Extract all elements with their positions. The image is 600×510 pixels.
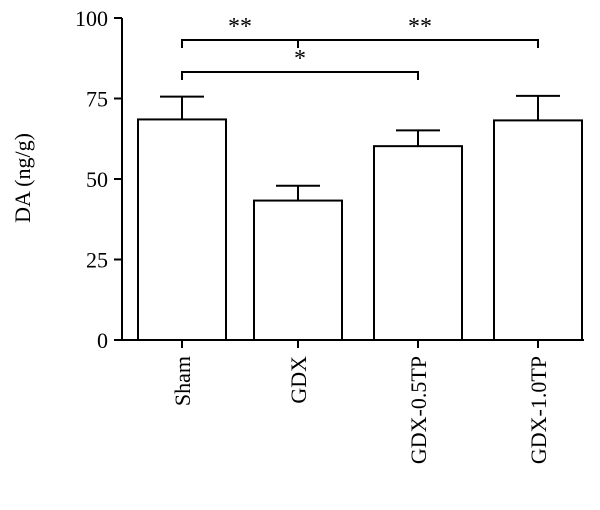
- bars: [137, 118, 583, 342]
- bar-gdx: [253, 199, 343, 341]
- y-tick-label: 75: [86, 87, 108, 112]
- y-tick-label: 50: [86, 167, 108, 192]
- significance-brackets: [181, 39, 539, 80]
- x-tick-label: GDX-0.5TP: [406, 356, 431, 464]
- significance-label: *: [294, 46, 306, 72]
- bar-gdx-0-5tp: [373, 145, 463, 341]
- significance-bracket: [297, 39, 539, 48]
- significance-label: **: [408, 14, 432, 40]
- significance-bracket: [181, 39, 299, 48]
- significance-label: **: [228, 14, 252, 40]
- bar-sham: [137, 118, 227, 342]
- y-axis-label: DA (ng/g): [10, 133, 35, 223]
- significance-bracket: [181, 71, 419, 80]
- bar-gdx-1-0tp: [493, 119, 583, 341]
- x-tick-label: Sham: [170, 356, 195, 406]
- y-tick-label: 0: [97, 328, 108, 353]
- error-bars: [160, 94, 560, 201]
- y-tick-label: 100: [75, 6, 108, 31]
- x-tick-label: GDX: [286, 356, 311, 404]
- x-tick-label: GDX-1.0TP: [526, 356, 551, 464]
- y-tick-label: 25: [86, 248, 108, 273]
